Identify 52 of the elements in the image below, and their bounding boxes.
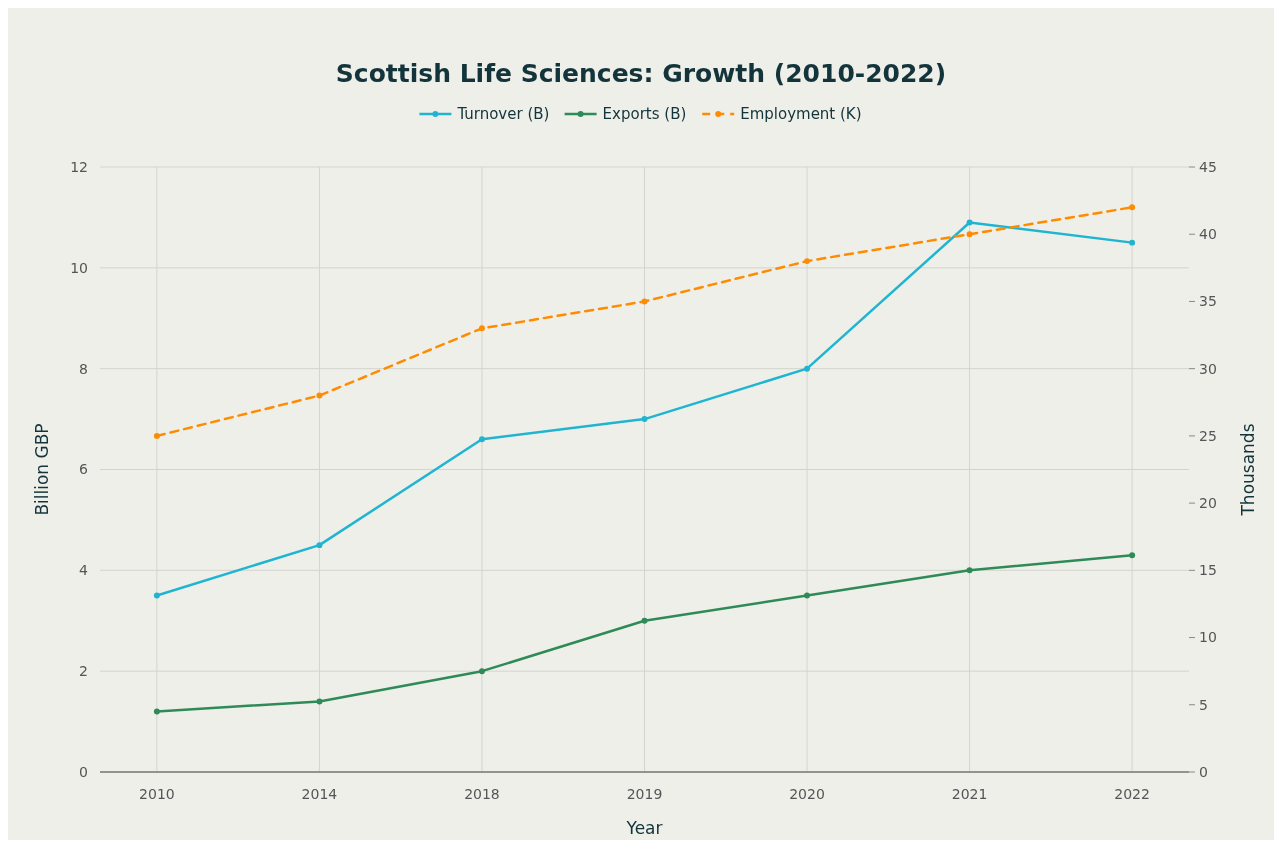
y2-tick-label: 0 <box>1199 763 1208 780</box>
y-tick-label: 12 <box>70 158 88 175</box>
y2-tick-label: 25 <box>1199 427 1217 444</box>
y2-tick-label: 10 <box>1199 629 1217 646</box>
y2-tick-label: 20 <box>1199 495 1217 512</box>
y2-tick-label: 30 <box>1199 360 1217 377</box>
y2-tick-label: 45 <box>1199 158 1217 175</box>
point <box>478 436 485 443</box>
point <box>641 298 648 305</box>
point <box>966 567 973 574</box>
point <box>153 592 160 599</box>
x-tick-label: 2014 <box>301 786 338 802</box>
point <box>478 668 485 675</box>
y-tick-label: 10 <box>70 259 88 276</box>
x-tick-label: 2021 <box>951 786 988 802</box>
point <box>316 698 323 705</box>
point <box>1129 239 1136 246</box>
point <box>316 542 323 549</box>
point <box>478 325 485 332</box>
y-axis-title: Billion GBP <box>32 423 52 516</box>
point <box>1129 552 1136 559</box>
y2-tick-label: 40 <box>1199 226 1217 243</box>
point <box>153 432 160 439</box>
y2-tick-label: 15 <box>1199 562 1217 579</box>
point <box>966 231 973 238</box>
chart-title: Scottish Life Sciences: Growth (2010-2022) <box>335 59 947 88</box>
point <box>804 258 811 265</box>
point <box>316 392 323 399</box>
point <box>804 365 811 372</box>
point <box>153 708 160 715</box>
y2-axis-title: Thousands <box>1238 423 1258 517</box>
y-tick-label: 2 <box>79 663 88 680</box>
x-axis-title: Year <box>625 818 663 838</box>
point <box>641 617 648 624</box>
legend-label: Turnover (B) <box>456 105 550 123</box>
y-tick-label: 4 <box>79 562 89 579</box>
point <box>804 592 811 599</box>
point <box>1129 204 1136 211</box>
legend-label: Exports (B) <box>602 105 687 123</box>
y-tick-label: 0 <box>79 763 88 780</box>
y-tick-label: 6 <box>79 461 89 478</box>
x-tick-label: 2019 <box>626 786 663 802</box>
y-tick-label: 8 <box>79 360 88 377</box>
y2-tick-label: 35 <box>1199 293 1217 310</box>
x-tick-label: 2010 <box>139 786 175 802</box>
legend-label: Employment (K) <box>740 105 862 123</box>
point <box>641 416 648 423</box>
x-tick-label: 2018 <box>464 786 500 802</box>
point <box>966 219 973 226</box>
x-tick-label: 2020 <box>789 786 825 802</box>
x-tick-label: 2022 <box>1114 786 1150 802</box>
y2-tick-label: 5 <box>1199 696 1208 713</box>
